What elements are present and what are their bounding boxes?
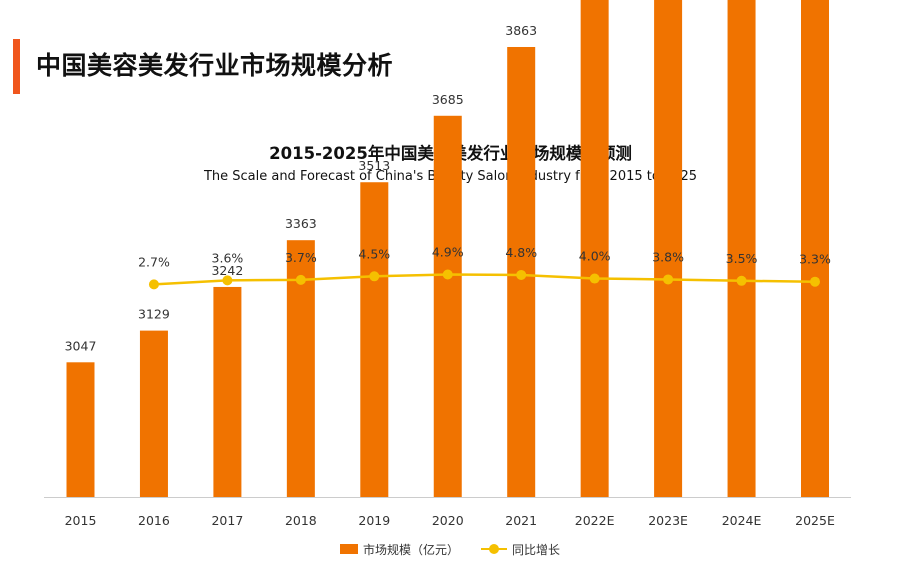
- legend-swatch-bar: [340, 544, 358, 554]
- growth-value-label: 3.8%: [652, 249, 684, 264]
- x-tick-label: 2025E: [795, 513, 835, 528]
- x-tick-label: 2024E: [722, 513, 762, 528]
- legend-label-line: 同比增长: [512, 542, 561, 557]
- x-tick-label: 2020: [432, 513, 464, 528]
- bar-value-label: 3363: [285, 216, 317, 231]
- growth-value-label: 4.9%: [432, 245, 464, 260]
- bar: [433, 115, 462, 498]
- growth-point: [589, 273, 600, 284]
- bar: [801, 0, 829, 498]
- growth-value-label: 3.5%: [726, 251, 758, 266]
- bar: [580, 0, 609, 497]
- x-tick-label: 2016: [138, 513, 170, 528]
- growth-value-label: 4.5%: [358, 246, 390, 261]
- bar: [360, 182, 389, 497]
- chart-legend: 市场规模（亿元） 同比增长: [340, 541, 582, 557]
- growth-point: [222, 275, 233, 286]
- bar-value-label: 3863: [505, 23, 537, 38]
- x-tick-label: 2019: [358, 513, 390, 528]
- legend-item-line: 同比增长: [481, 541, 560, 558]
- growth-point: [442, 269, 453, 280]
- bar-value-label: 3129: [138, 307, 170, 322]
- growth-point: [810, 276, 820, 287]
- x-tick-label: 2017: [211, 513, 243, 528]
- bar: [139, 330, 168, 497]
- bar-value-label: 3685: [432, 92, 464, 107]
- bar-value-label: 3513: [358, 158, 390, 173]
- legend-item-bar: 市场规模（亿元）: [340, 541, 459, 558]
- legend-swatch-line: [481, 543, 508, 555]
- bar: [654, 0, 683, 498]
- growth-point: [663, 274, 674, 285]
- growth-point: [295, 274, 306, 285]
- growth-value-label: 4.0%: [579, 249, 611, 264]
- growth-value-label: 4.8%: [505, 245, 537, 260]
- x-tick-label: 2022E: [575, 513, 615, 528]
- bar: [213, 286, 242, 497]
- growth-value-label: 2.7%: [138, 254, 170, 269]
- growth-point: [369, 271, 380, 282]
- bar-value-label: 3047: [65, 338, 97, 353]
- growth-value-label: 3.6%: [212, 250, 244, 265]
- legend-label-bar: 市场规模（亿元）: [363, 542, 460, 557]
- growth-value-label: 3.3%: [799, 252, 831, 267]
- x-tick-label: 2015: [65, 513, 97, 528]
- title-accent-bar: [13, 39, 20, 94]
- growth-point: [516, 269, 527, 280]
- growth-point: [148, 279, 159, 290]
- growth-line: [153, 273, 816, 286]
- bar-value-label: 3242: [211, 263, 243, 278]
- bar: [66, 362, 95, 497]
- growth-point: [736, 275, 747, 286]
- x-tick-label: 2018: [285, 513, 317, 528]
- bar: [727, 0, 756, 497]
- growth-value-label: 3.7%: [285, 250, 317, 265]
- page-title: 中国美容美发行业市场规模分析: [36, 51, 394, 80]
- x-tick-label: 2023E: [648, 513, 688, 528]
- x-tick-label: 2021: [505, 513, 537, 528]
